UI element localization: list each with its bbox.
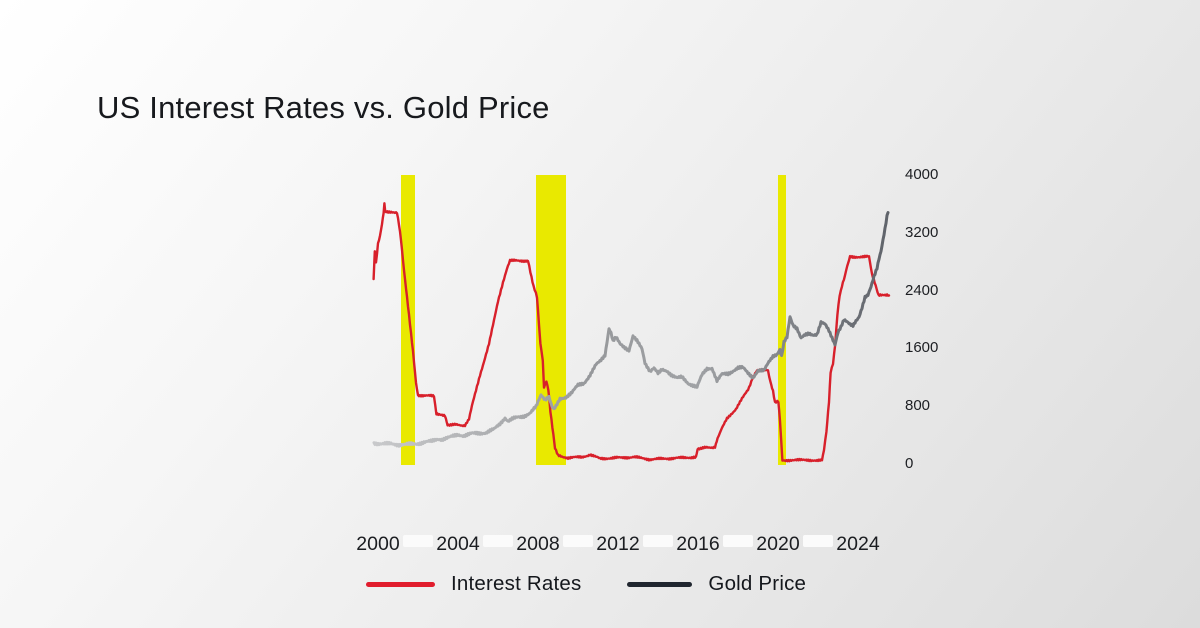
interest-rates-line — [372, 202, 891, 463]
x-axis-divider-strip — [643, 535, 673, 547]
recession-band — [778, 175, 786, 465]
x-axis-tick-label: 2024 — [836, 533, 880, 555]
chart-legend: Interest Rates Gold Price — [366, 568, 806, 600]
recession-band — [401, 175, 415, 465]
legend-label-gold-price: Gold Price — [708, 572, 807, 595]
x-axis-divider-strip — [723, 535, 753, 547]
y-axis-tick-label: 3200 — [905, 223, 939, 241]
x-axis-divider-strip — [483, 535, 513, 547]
y-axis-tick-label: 1600 — [905, 339, 939, 357]
y-axis-tick-label: 800 — [905, 397, 931, 415]
page-title: US Interest Rates vs. Gold Price — [97, 90, 550, 125]
x-axis-tick-label: 2020 — [756, 533, 800, 555]
x-axis-tick-label: 2008 — [516, 533, 560, 555]
recession-bands — [401, 175, 786, 465]
legend-item-gold-price: Gold Price — [627, 572, 806, 596]
legend-label-interest-rates: Interest Rates — [451, 572, 582, 595]
x-axis-divider-strip — [563, 535, 593, 547]
y-axis-tick-label: 0 — [905, 455, 914, 472]
x-axis-divider-strip — [403, 535, 433, 547]
gold-price-line — [372, 211, 890, 448]
x-axis-tick-label: 2000 — [356, 533, 400, 555]
x-axis-tick-label: 2012 — [596, 533, 640, 555]
interest-rates-swatch — [366, 581, 435, 587]
y-axis-tick-label: 4000 — [905, 166, 939, 183]
y-axis-tick-label: 2400 — [905, 281, 939, 299]
gold-price-swatch — [627, 581, 693, 587]
x-axis-tick-label: 2004 — [436, 533, 480, 555]
legend-item-interest-rates: Interest Rates — [366, 572, 581, 596]
x-axis-tick-label: 2016 — [676, 533, 720, 555]
x-axis-divider-strip — [803, 535, 833, 547]
